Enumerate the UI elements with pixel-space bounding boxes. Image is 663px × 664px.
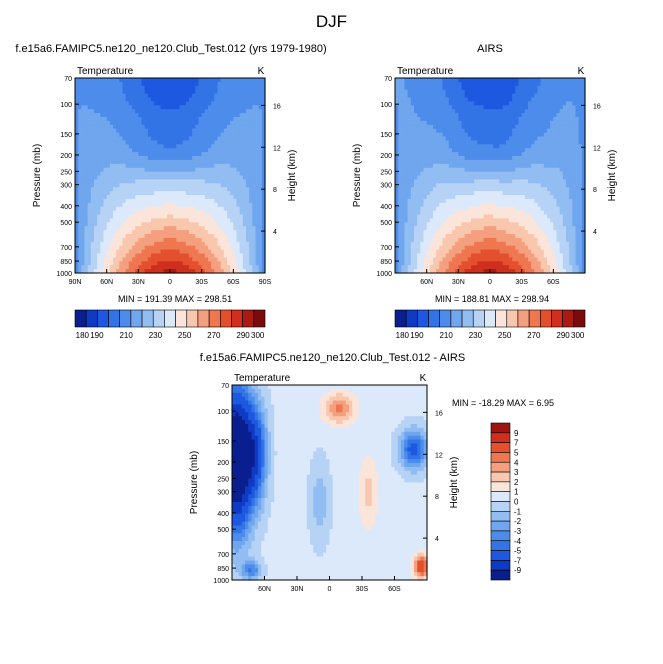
model-plot-ytick-label: 1000 [56, 271, 72, 278]
model-plot-rtick-label: 16 [273, 103, 281, 110]
model-plot-rtick-label: 8 [273, 187, 277, 194]
model-plot-ylabel-right: Height (km) [287, 150, 298, 202]
model-plot-ytick-label: 200 [60, 153, 72, 160]
model-plot-units-label: K [258, 66, 265, 77]
model-plot-xtick-label: 90N [69, 279, 82, 286]
airs-plot-group [395, 78, 586, 274]
model-plot-ytick-label: 100 [60, 102, 72, 109]
model-plot-rtick-label: 12 [273, 145, 281, 152]
model-plot-variable-label: Temperature [77, 66, 134, 77]
model-plot-xtick-label: 0 [168, 279, 172, 286]
model-plot-ytick-label: 300 [60, 183, 72, 190]
model-plot-xtick-label: 60N [100, 279, 113, 286]
model-plot-xtick-label: 30N [132, 279, 145, 286]
model-plot-ytick-label: 500 [60, 220, 72, 227]
model-plot-xtick-label: 60S [227, 279, 240, 286]
model-plot-ytick-label: 850 [60, 259, 72, 266]
model-plot-group [75, 78, 266, 274]
model-plot-xtick-label: 90S [259, 279, 272, 286]
model-plot-xtick-label: 30S [195, 279, 208, 286]
model-plot-ytick-label: 70 [64, 76, 72, 83]
model-plot-ytick-label: 400 [60, 204, 72, 211]
model-plot-ylabel: Pressure (mb) [32, 144, 43, 207]
model-plot-ytick-label: 150 [60, 132, 72, 139]
model-plot-ytick-label: 700 [60, 245, 72, 252]
model-plot-ytick-label: 250 [60, 169, 72, 176]
model-plot-rtick-label: 4 [273, 229, 277, 236]
